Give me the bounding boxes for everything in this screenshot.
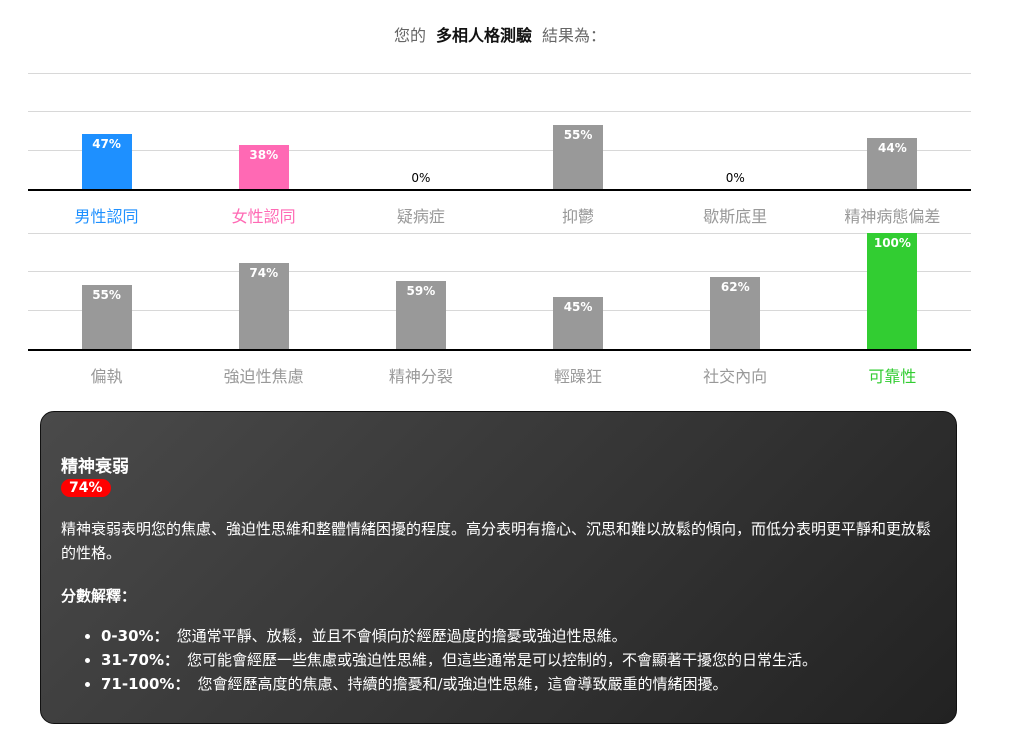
bar (553, 296, 604, 349)
data-label: 0% (411, 171, 431, 185)
category-label: 女性認同 (231, 207, 296, 226)
detail-card: 精神衰弱 74% 精神衰弱表明您的焦慮、強迫性思維和整體情緒困擾的程度。高分表明… (40, 411, 957, 724)
category-label: 歇斯底里 (703, 207, 768, 226)
range-item: 31-70%：您可能會經歷一些焦慮或強迫性思維，但這些通常是可以控制的，不會顯著… (101, 648, 936, 672)
bar (710, 277, 761, 349)
category-label: 男性認同 (74, 207, 139, 226)
category-label: 可靠性 (868, 367, 917, 386)
category-label: 偏執 (90, 367, 123, 386)
chart-top: 47% 男性認同 38% 女性認同 0% 疑病症 55% 抑鬱 0% 歇斯底里 44% 精神病態偏差 (28, 73, 971, 226)
data-label: 44% (878, 140, 907, 155)
category-label: 疑病症 (396, 207, 445, 226)
category-label: 強迫性焦慮 (223, 367, 304, 386)
chart-bottom: 55% 偏執 74% 強迫性焦慮 59% 精神分裂 45% 輕躁狂 62% 社交內向 100% 可靠性 (28, 233, 971, 386)
score-badge: 74% (61, 479, 111, 497)
bar (867, 137, 918, 189)
bar (395, 280, 446, 349)
category-label: 精神病態偏差 (844, 207, 941, 226)
bar (238, 144, 289, 189)
bar (81, 285, 132, 349)
interpretation-heading: 分數解釋： (61, 587, 137, 605)
data-label: 38% (249, 147, 279, 162)
data-label: 45% (563, 299, 593, 314)
bar (81, 134, 132, 189)
bar (238, 263, 289, 349)
gridline (28, 271, 971, 272)
data-label: 62% (720, 280, 750, 295)
page-title: 您的 多相人格測驗 結果為： (393, 26, 607, 45)
gridline (28, 73, 971, 74)
bar (867, 233, 918, 349)
range-list: 0-30%：您通常平靜、放鬆，並且不會傾向於經歷過度的擔憂或強迫性思維。 31-… (61, 624, 936, 696)
detail-description: 精神衰弱表明您的焦慮、強迫性思維和整體情緒困擾的程度。高分表明有擔心、沉思和難以… (61, 520, 932, 562)
data-label: 74% (249, 266, 279, 281)
range-item: 71-100%：您會經歷高度的焦慮、持續的擔憂和/或強迫性思維，這會導致嚴重的情… (101, 672, 936, 696)
x-axis (28, 189, 971, 191)
data-label: 100% (873, 236, 911, 250)
data-label: 0% (725, 171, 745, 185)
data-label: 55% (92, 288, 121, 303)
range-item: 0-30%：您通常平靜、放鬆，並且不會傾向於經歷過度的擔憂或強迫性思維。 (101, 624, 936, 648)
category-label: 精神分裂 (388, 367, 453, 386)
data-label: 47% (92, 137, 121, 152)
detail-title: 精神衰弱 (61, 457, 129, 477)
gridline (28, 111, 971, 112)
gridline (28, 310, 971, 311)
category-label: 社交內向 (703, 367, 768, 386)
gridline (28, 233, 971, 234)
category-label: 抑鬱 (561, 207, 594, 226)
x-axis (28, 349, 971, 351)
data-label: 55% (563, 128, 593, 143)
gridline (28, 150, 971, 151)
bar (553, 125, 604, 189)
category-label: 輕躁狂 (553, 367, 602, 386)
data-label: 59% (406, 283, 436, 298)
test-name: 多相人格測驗 (435, 26, 532, 45)
